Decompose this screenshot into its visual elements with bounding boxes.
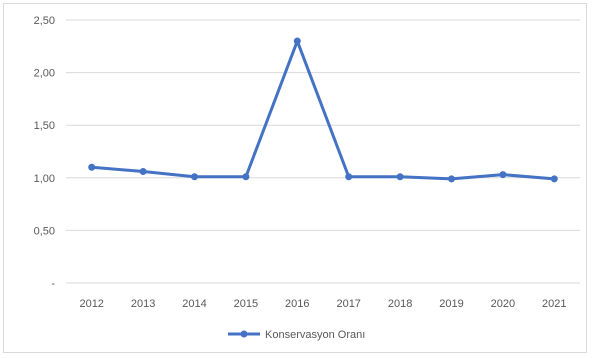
data-point[interactable]	[139, 167, 147, 175]
data-point[interactable]	[448, 175, 455, 183]
x-tick-label: 2020	[491, 298, 515, 310]
y-tick-label: 0,50	[34, 225, 55, 237]
x-tick-label: 2018	[388, 298, 412, 310]
x-tick-label: 2019	[439, 298, 463, 310]
legend[interactable]: Konservasyon Oranı	[228, 329, 365, 341]
y-axis-tick-labels: - 0,50 1,00 1,50 2,00 2,50	[34, 15, 56, 290]
gridlines	[66, 19, 580, 284]
x-tick-label: 2012	[79, 298, 103, 310]
x-tick-label: 2014	[182, 298, 206, 310]
y-tick-label: 2,50	[34, 15, 55, 27]
data-point[interactable]	[499, 171, 507, 179]
line-chart: -0,501,001,502,002,50 2012 2013 2014 2015 20…	[34, 15, 580, 341]
x-tick-label: 2016	[285, 298, 309, 310]
data-point[interactable]	[396, 173, 404, 181]
chart-container: -0,50 1,00 1,50 2,00 2,50 2012 2013 2014 2015 20…	[3, 3, 587, 353]
x-tick-label: 2021	[542, 298, 566, 310]
y-tick-label: -	[51, 278, 55, 290]
data-point[interactable]	[242, 173, 250, 181]
legend-series-label: Konservasyon Oranı	[265, 329, 365, 341]
x-axis-tick-labels: 2012 2013 2014 2015 2016 2017 2018 2019 2020 2021	[79, 298, 566, 310]
y-tick-label: 1,00	[34, 173, 55, 185]
series-layer	[88, 37, 558, 183]
x-tick-label: 2013	[131, 298, 155, 310]
data-point[interactable]	[88, 163, 96, 171]
data-point[interactable]	[550, 175, 558, 183]
series-line-0	[90, 39, 556, 181]
data-point[interactable]	[293, 37, 301, 45]
x-tick-label: 2015	[234, 298, 258, 310]
y-tick-label: 2,00	[34, 68, 55, 80]
data-point[interactable]	[191, 173, 198, 181]
data-point[interactable]	[345, 173, 353, 181]
y-tick-label: 1,50	[34, 120, 55, 132]
x-tick-label: 2017	[336, 298, 360, 310]
legend-series-marker	[240, 330, 248, 338]
